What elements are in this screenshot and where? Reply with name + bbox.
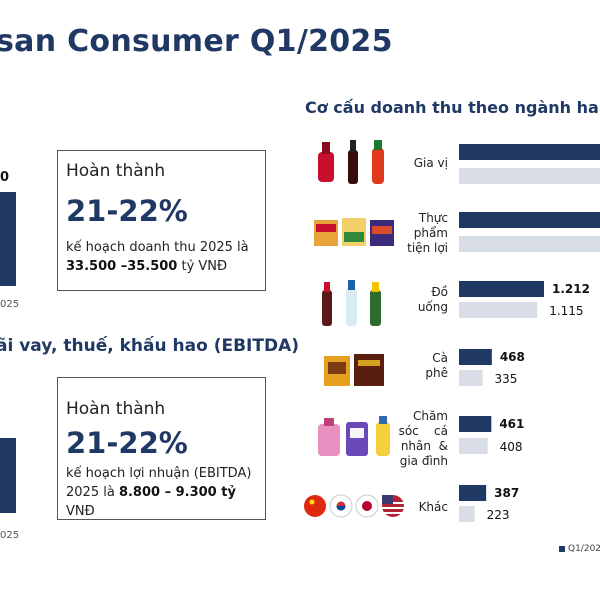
ebitda-callout-percent: 21-22% — [66, 426, 188, 460]
beverage-bottles-icon — [322, 280, 381, 326]
category-label-cham-soc: Chăm sóc cá nhân & gia đình — [398, 409, 448, 468]
category-label-ca-phe: Cà phê — [425, 351, 448, 380]
bar-previous-0 — [459, 168, 600, 184]
value-label-previous-2: 1.115 — [549, 304, 583, 318]
value-label-previous-5: 223 — [487, 508, 510, 522]
value-label-current-2: 1.212 — [552, 282, 590, 296]
revenue-callout-head: Hoàn thành — [66, 161, 166, 181]
bar-current-3 — [459, 349, 492, 365]
value-label-previous-3: 335 — [494, 372, 517, 386]
category-label-gia-vi: Gia vị — [413, 156, 448, 170]
ebitda-bar — [0, 438, 16, 513]
page-title: san Consumer Q1/2025 — [0, 24, 393, 59]
bar-current-5 — [459, 485, 487, 501]
category-label-do-uong: Đồ uống — [417, 285, 448, 314]
revenue-value-fragment: 0 — [0, 170, 10, 185]
chart-legend: Q1/202 — [559, 544, 600, 554]
ebitda-callout-note: kế hoạch lợi nhuận (EBITDA) 2025 là 8.80… — [66, 466, 252, 519]
revenue-year-label: 025 — [0, 299, 20, 310]
value-label-current-5: 387 — [494, 486, 519, 500]
bar-previous-5 — [459, 506, 475, 522]
ebitda-year-label: 025 — [0, 530, 20, 541]
bar-current-1 — [459, 212, 600, 228]
country-flags-icon — [304, 494, 404, 518]
bar-current-2 — [459, 281, 544, 297]
revenue-callout: Hoàn thành 21-22% kế hoạch doanh thu 202… — [57, 150, 266, 291]
value-label-current-4: 461 — [499, 417, 524, 431]
category-label-thuc-pham: Thực phẩm tiện lợi — [407, 211, 448, 255]
value-label-current-3: 468 — [500, 350, 525, 364]
revenue-bar — [0, 192, 16, 286]
ebitda-heading: ãi vay, thuế, khấu hao (EBITDA) — [0, 336, 299, 356]
revenue-callout-note: kế hoạch doanh thu 2025 là 33.500 –35.50… — [66, 240, 249, 274]
legend-label: Q1/202 — [568, 544, 600, 554]
bar-previous-1 — [459, 236, 600, 252]
ebitda-callout-head: Hoàn thành — [66, 399, 166, 419]
bar-previous-4 — [459, 438, 488, 454]
bar-previous-3 — [459, 370, 483, 386]
sauce-bottles-icon — [318, 140, 384, 184]
bar-current-0 — [459, 144, 600, 160]
legend-swatch — [559, 545, 565, 552]
category-label-khac: Khác — [418, 500, 448, 514]
coffee-packs-icon — [324, 354, 384, 386]
bar-current-4 — [459, 416, 492, 432]
value-label-previous-4: 408 — [500, 440, 523, 454]
household-care-icon — [318, 416, 390, 456]
chart-heading: Cơ cấu doanh thu theo ngành ha — [305, 98, 599, 117]
instant-noodles-icon — [314, 218, 394, 246]
revenue-callout-percent: 21-22% — [66, 194, 188, 228]
bar-previous-2 — [459, 302, 538, 318]
ebitda-callout: Hoàn thành 21-22% kế hoạch lợi nhuận (EB… — [57, 377, 266, 520]
